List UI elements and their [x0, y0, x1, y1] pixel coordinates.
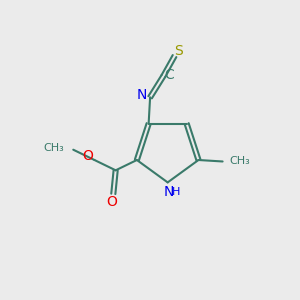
Text: CH₃: CH₃ — [44, 143, 64, 153]
Text: S: S — [174, 44, 182, 58]
Text: N: N — [164, 185, 174, 199]
Text: CH₃: CH₃ — [229, 156, 250, 166]
Text: N: N — [137, 88, 147, 102]
Text: O: O — [106, 195, 117, 209]
Text: C: C — [164, 68, 173, 82]
Text: H: H — [172, 187, 180, 197]
Text: O: O — [82, 149, 93, 164]
